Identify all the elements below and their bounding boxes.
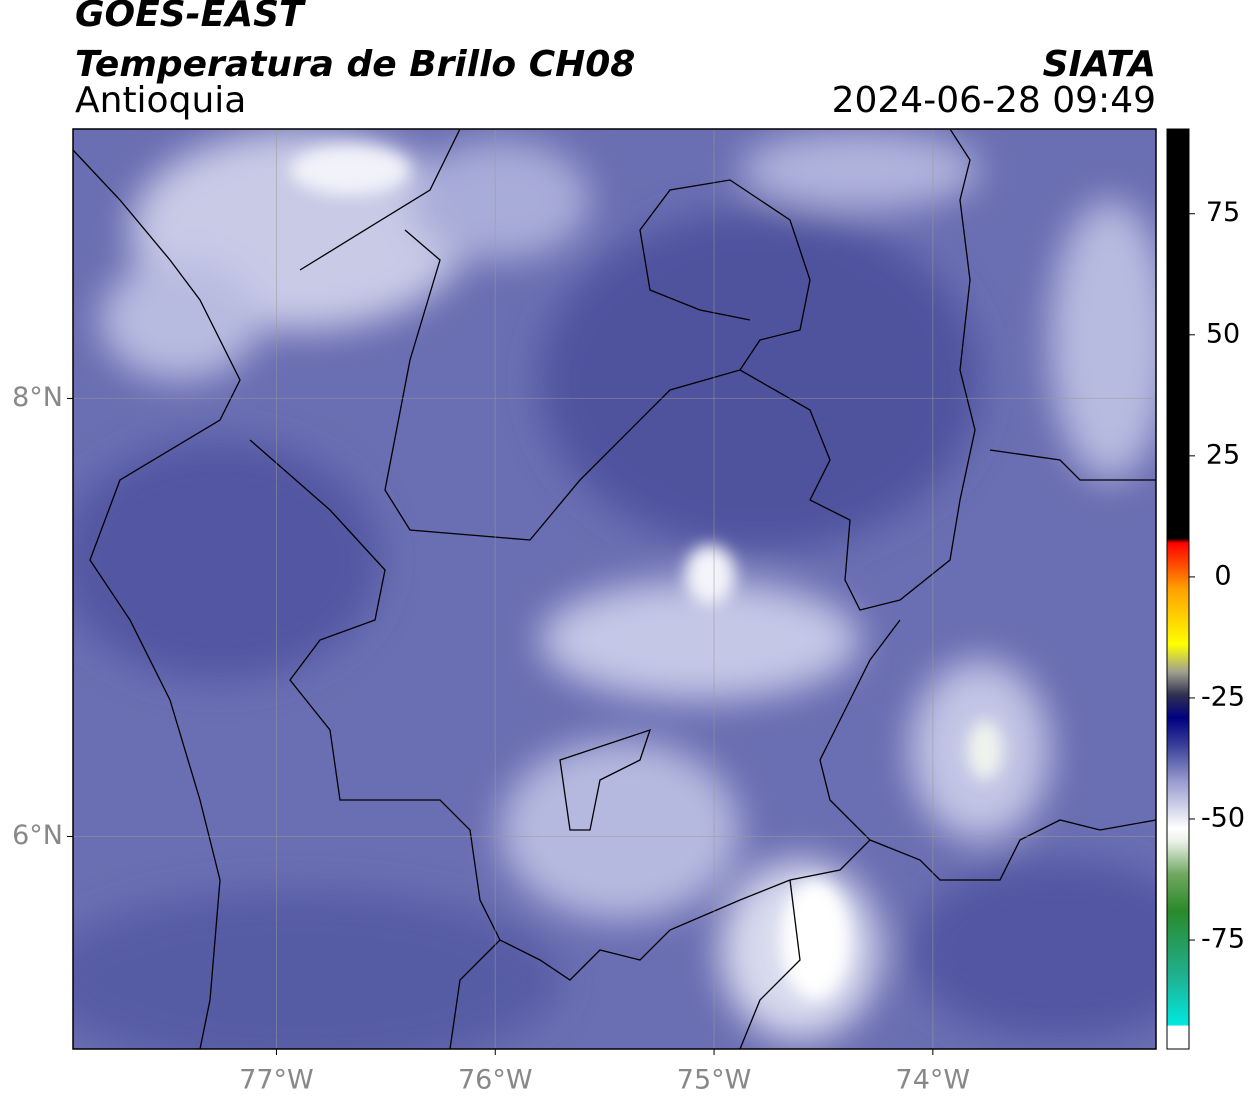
y-tick-label: 8°N: [12, 382, 63, 413]
map: [73, 129, 1156, 1049]
title: GOES-EAST: [75, 0, 306, 35]
colorbar-tick-label: -25: [1201, 681, 1245, 712]
x-tick-label: 76°W: [458, 1065, 533, 1096]
x-tick-label: 77°W: [239, 1065, 314, 1096]
colorbar-tick-label: -75: [1201, 924, 1245, 955]
graticule: [73, 129, 1156, 1049]
map-frame: [72, 128, 1157, 1050]
colorbar-tick-label: 50: [1206, 318, 1240, 349]
y-tick-label: 6°N: [12, 820, 63, 851]
subtitle: Temperatura de Brillo CH08: [75, 44, 635, 85]
x-tick-label: 74°W: [896, 1065, 971, 1096]
colorbar: [1166, 128, 1190, 1050]
colorbar-tick-label: 75: [1206, 197, 1240, 228]
colorbar-tick-label: 0: [1214, 560, 1231, 591]
timestamp: 2024-06-28 09:49: [832, 80, 1156, 121]
colorbar-tick-label: -50: [1201, 803, 1245, 834]
source: SIATA: [1043, 44, 1156, 85]
region: Antioquia: [75, 80, 246, 121]
x-tick-label: 75°W: [677, 1065, 752, 1096]
colorbar-tick-label: 25: [1206, 439, 1240, 470]
